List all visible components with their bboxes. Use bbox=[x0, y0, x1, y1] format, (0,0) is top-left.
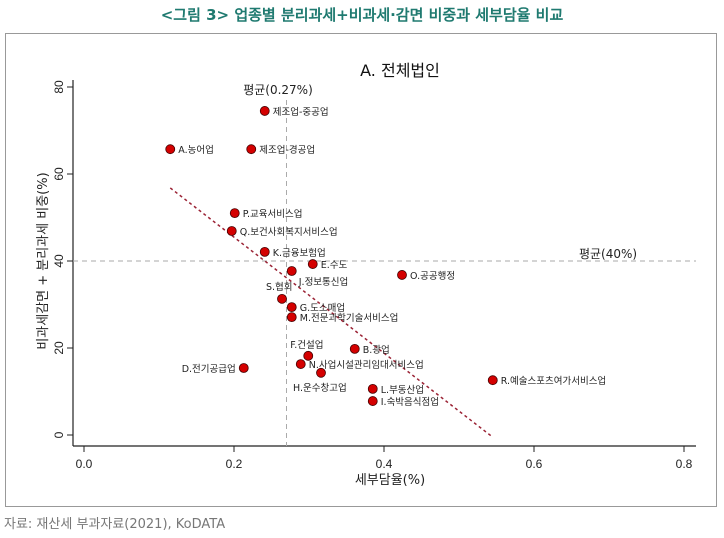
data-point bbox=[165, 144, 176, 155]
y-mean-label: 평균(40%) bbox=[579, 247, 637, 261]
point-label: B.광업 bbox=[363, 344, 390, 356]
y-tick-label: 40 bbox=[52, 254, 66, 268]
point-label: J.정보통신업 bbox=[298, 276, 349, 288]
data-point bbox=[295, 359, 306, 369]
y-tick-label: 0 bbox=[52, 431, 66, 438]
point-label: 제조업-경공업 bbox=[259, 144, 315, 156]
y-tick-label: 20 bbox=[52, 341, 66, 355]
point-label: S.협회 bbox=[266, 281, 293, 293]
x-tick-label: 0.8 bbox=[676, 457, 693, 471]
x-tick-label: 0.6 bbox=[526, 457, 543, 471]
point-label: A.농어업 bbox=[178, 144, 214, 156]
data-point bbox=[259, 106, 270, 116]
data-point bbox=[277, 293, 287, 304]
data-point bbox=[316, 367, 326, 378]
data-point bbox=[487, 375, 498, 386]
y-axis-label: 비과세감면 + 분리과세 비중(%) bbox=[36, 172, 51, 349]
data-point bbox=[226, 226, 237, 236]
point-label: M.전문과학기술서비스업 bbox=[300, 312, 399, 324]
y-tick-label: 80 bbox=[52, 80, 66, 94]
data-point bbox=[367, 383, 378, 394]
data-point bbox=[349, 343, 360, 354]
data-point bbox=[246, 144, 257, 155]
x-tick-label: 0.4 bbox=[376, 457, 393, 471]
point-label: I.숙박음식점업 bbox=[381, 396, 439, 408]
figure-title: <그림 3> 업종별 분리과세+비과세·감면 비중과 세부담율 비교 bbox=[160, 6, 564, 24]
data-point bbox=[286, 302, 297, 313]
point-label: N.사업시설관리임대서비스업 bbox=[309, 359, 424, 371]
data-point bbox=[238, 363, 249, 373]
point-label: K.금융보험업 bbox=[273, 247, 326, 259]
chart-frame bbox=[5, 33, 717, 507]
x-axis-label: 세부담율(%) bbox=[355, 473, 425, 488]
x-tick-label: 0.2 bbox=[226, 457, 243, 471]
y-tick-label: 60 bbox=[52, 167, 66, 181]
point-label: E.수도 bbox=[321, 260, 348, 271]
data-point bbox=[286, 266, 297, 276]
point-label: G.도소매업 bbox=[300, 302, 345, 314]
data-point bbox=[259, 246, 270, 257]
data-point bbox=[303, 350, 314, 361]
source-note: 자료: 재산세 부과자료(2021), KoDATA bbox=[4, 517, 226, 532]
data-point bbox=[367, 396, 378, 406]
point-label: P.교육서비스업 bbox=[243, 208, 303, 220]
data-point bbox=[307, 259, 318, 269]
point-label: F.건설업 bbox=[290, 339, 323, 351]
point-label: D.전기공급업 bbox=[182, 363, 236, 375]
data-point bbox=[397, 270, 407, 280]
chart-title: A. 전체법인 bbox=[360, 61, 440, 80]
x-mean-label: 평균(0.27%) bbox=[243, 83, 313, 97]
trend-line bbox=[169, 187, 494, 438]
data-point bbox=[229, 208, 240, 219]
point-label: H.운수창고업 bbox=[293, 382, 347, 394]
point-label: Q.보건사회복지서비스업 bbox=[240, 226, 338, 238]
x-tick-label: 0.0 bbox=[76, 457, 93, 471]
data-point bbox=[286, 312, 297, 323]
point-label: L.부동산업 bbox=[381, 384, 424, 396]
point-label: 제조업-중공업 bbox=[273, 106, 329, 118]
point-label: R.예술스포츠여가서비스업 bbox=[501, 375, 606, 387]
point-label: O.공공행정 bbox=[410, 270, 455, 282]
